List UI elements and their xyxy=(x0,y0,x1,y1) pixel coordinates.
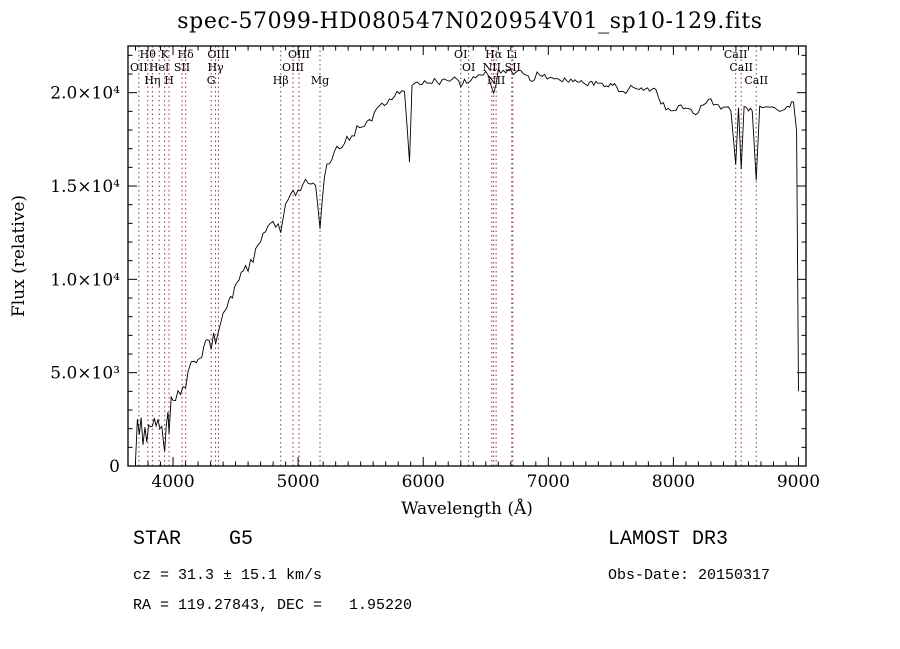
spectral-line-label: Li xyxy=(506,48,517,61)
plot-frame xyxy=(127,45,807,467)
spectral-line-label: CaII xyxy=(744,74,768,87)
y-tick-label: 1.0×10⁴ xyxy=(50,270,120,290)
spectral-line-label: OI xyxy=(462,61,475,74)
ra-dec-coordinates: RA = 119.27843, DEC = 1.95220 xyxy=(133,597,413,614)
figure-title: spec-57099-HD080547N020954V01_sp10-129.f… xyxy=(177,9,763,34)
spectral-line-label: OIII xyxy=(207,48,229,61)
spectral-line-label: OII xyxy=(130,61,148,74)
y-tick-label: 0 xyxy=(109,457,120,477)
y-tick-label: 2.0×10⁴ xyxy=(50,84,120,104)
spectral-line-label: CaII xyxy=(724,48,748,61)
x-axis-title: Wavelength (Å) xyxy=(401,498,533,519)
spectral-line-label: NII xyxy=(483,61,501,74)
spectral-line-label: Hθ xyxy=(140,48,157,61)
spectral-line-labels: OIIHθHηHeIKHSIIHδGHγOIIIHβOIIIOIIIMgOIOI… xyxy=(130,48,768,87)
survey-release-label: LAMOST DR3 xyxy=(608,528,729,551)
x-tick-label: 4000 xyxy=(151,472,194,492)
object-class-label: STAR G5 xyxy=(133,528,254,551)
spectral-line-label: HeI xyxy=(149,61,169,74)
spectral-line-label: Hβ xyxy=(273,74,289,87)
x-tick-label: 5000 xyxy=(276,472,319,492)
spectrum-path xyxy=(135,68,799,462)
tick-labels: 4000 5000 6000 7000 8000 9000 0 5.0×10³ 1.0×10⁴ 1… xyxy=(50,84,820,492)
y-tick-label: 5.0×10³ xyxy=(50,364,120,384)
x-tick-label: 6000 xyxy=(402,472,445,492)
x-tick-label: 9000 xyxy=(777,472,820,492)
spectral-line-label: K xyxy=(161,48,170,61)
x-tick-label: 8000 xyxy=(652,472,695,492)
spectral-line-label: Hδ xyxy=(178,48,195,61)
y-axis-title: Flux (relative) xyxy=(9,195,29,317)
spectral-line-label: H xyxy=(164,74,174,87)
spectral-line-label: G xyxy=(207,74,216,87)
spectral-line-label: OIII xyxy=(288,48,310,61)
obs-date: Obs-Date: 20150317 xyxy=(608,567,771,584)
spectral-line-label: Hγ xyxy=(207,61,224,74)
spectral-line-label: Hη xyxy=(144,74,160,87)
spectral-line-label: OIII xyxy=(282,61,304,74)
spectrum-trace xyxy=(135,68,799,462)
x-tick-label: 7000 xyxy=(527,472,570,492)
spectral-line-label: CaII xyxy=(729,61,753,74)
y-tick-label: 1.5×10⁴ xyxy=(50,177,120,197)
spectral-line-label: SII xyxy=(505,61,521,74)
spectral-line-label: NII xyxy=(487,74,505,87)
spectral-line-markers xyxy=(138,46,757,466)
spectral-line-label: SII xyxy=(174,61,190,74)
spectral-line-label: Hα xyxy=(485,48,503,61)
spectrum-plot: OIIHθHηHeIKHSIIHδGHγOIIIHβOIIIOIIIMgOIOI… xyxy=(9,45,820,519)
spectral-line-label: Mg xyxy=(311,74,329,87)
spectral-line-label: OI xyxy=(454,48,467,61)
cz-value: cz = 31.3 ± 15.1 km/s xyxy=(133,567,323,584)
axis-ticks xyxy=(128,46,806,467)
